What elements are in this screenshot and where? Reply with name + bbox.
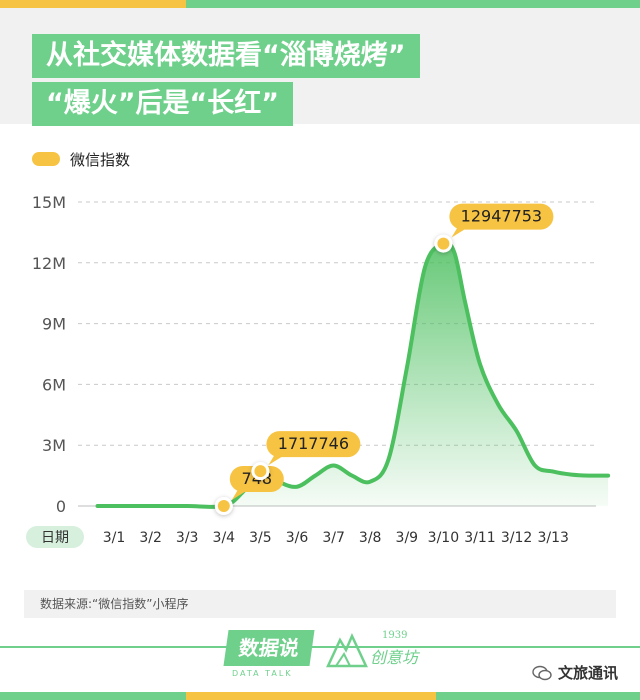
x-tick-label: 3/6 bbox=[286, 530, 309, 546]
x-tick-label: 3/11 bbox=[464, 530, 495, 546]
series-line bbox=[95, 240, 611, 509]
data-point bbox=[217, 499, 230, 512]
watermark-text: 文旅通讯 bbox=[558, 664, 619, 682]
data-talk-logo: 数据说 bbox=[223, 630, 315, 666]
y-tick-label: 3M bbox=[42, 436, 66, 455]
x-tick-label: 3/13 bbox=[537, 530, 568, 546]
legend-label: 微信指数 bbox=[70, 150, 131, 169]
legend: 微信指数 bbox=[32, 148, 130, 170]
data-point bbox=[254, 465, 267, 478]
x-tick-label: 3/12 bbox=[501, 530, 532, 546]
data-label-bubble bbox=[266, 431, 361, 458]
data-talk-subtitle: DATA TALK bbox=[232, 669, 293, 678]
source-note: 数据来源:“微信指数”小程序 bbox=[24, 590, 616, 618]
x-tick-label: 3/4 bbox=[213, 530, 236, 546]
data-label: 1717746 bbox=[278, 434, 349, 453]
x-axis-title-pill bbox=[26, 526, 84, 548]
y-tick-label: 15M bbox=[32, 193, 66, 212]
x-tick-label: 3/5 bbox=[249, 530, 272, 546]
y-tick-label: 0 bbox=[56, 497, 66, 516]
logo-year: 1939 bbox=[382, 630, 408, 641]
data-label: 12947753 bbox=[461, 207, 542, 226]
chart: 0 3M 6M 9M 12M 15M 日期 3/1 3/2 3/3 3/4 3/5 3/6 3/7 3/8 3… bbox=[26, 193, 611, 548]
wechat-watermark: 文旅通讯 bbox=[532, 662, 618, 683]
data-label-pointer bbox=[231, 489, 248, 500]
bottom-accent-bar bbox=[0, 692, 640, 700]
bottom-bar-yellow bbox=[186, 692, 436, 700]
x-tick-label: 3/10 bbox=[428, 530, 459, 546]
series-area bbox=[97, 242, 609, 507]
chuangyifang-logo: 1939 创意坊 bbox=[326, 630, 446, 670]
x-tick-label: 3/8 bbox=[359, 530, 382, 546]
top-bar-green bbox=[186, 0, 640, 8]
title-line-2: “爆火”后是“长红” bbox=[32, 82, 293, 126]
y-tick-label: 12M bbox=[32, 254, 66, 273]
top-accent-bar bbox=[0, 0, 640, 8]
x-axis-title: 日期 bbox=[41, 530, 69, 546]
bottom-bar-green-2 bbox=[436, 692, 640, 700]
wechat-icon bbox=[532, 665, 552, 680]
x-tick-label: 3/1 bbox=[103, 530, 126, 546]
x-tick-label: 3/3 bbox=[176, 530, 199, 546]
data-label-bubble bbox=[449, 203, 554, 230]
x-tick-label: 3/2 bbox=[139, 530, 162, 546]
bottom-bar-green bbox=[0, 692, 186, 700]
x-tick-label: 3/9 bbox=[396, 530, 419, 546]
data-label-pointer bbox=[268, 455, 285, 466]
data-point bbox=[437, 237, 450, 250]
y-tick-label: 6M bbox=[42, 375, 66, 394]
data-label-pointer bbox=[451, 227, 468, 238]
top-bar-yellow bbox=[0, 0, 186, 8]
bottom-rule bbox=[0, 646, 640, 648]
title-line-1: 从社交媒体数据看“淄博烧烤” bbox=[32, 34, 420, 78]
legend-swatch bbox=[32, 152, 60, 166]
y-tick-label: 9M bbox=[42, 315, 66, 334]
logo-text: 创意坊 bbox=[370, 648, 419, 667]
x-tick-label: 3/7 bbox=[322, 530, 345, 546]
mountain-icon bbox=[326, 632, 368, 668]
